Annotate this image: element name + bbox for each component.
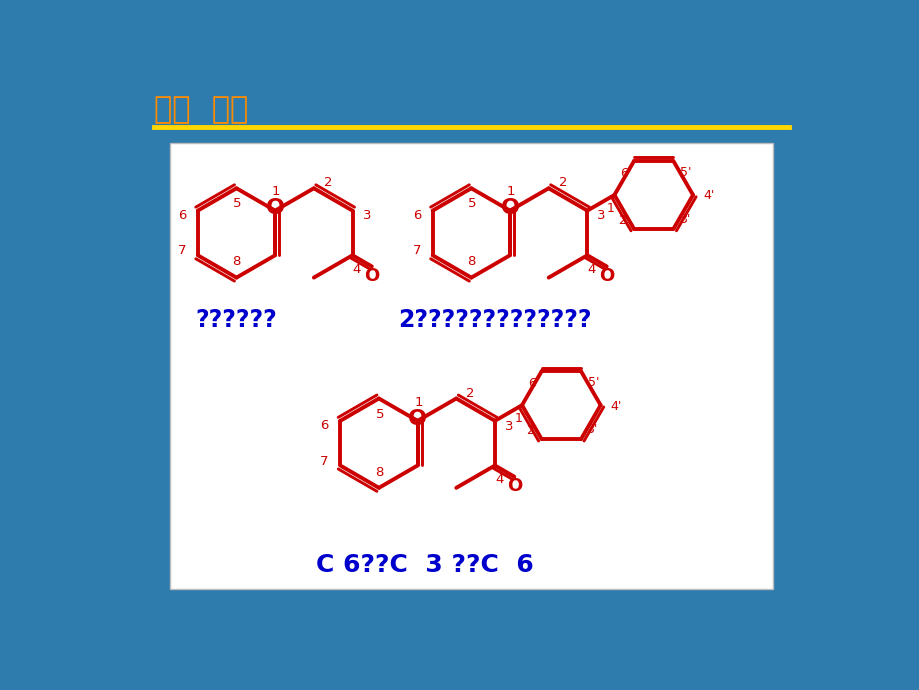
Text: 3: 3 <box>596 210 606 222</box>
Text: 2: 2 <box>323 177 332 190</box>
Text: 1: 1 <box>271 186 280 198</box>
Text: 4': 4' <box>702 189 713 202</box>
Text: 7: 7 <box>320 455 328 468</box>
Text: 6: 6 <box>413 208 421 221</box>
Text: 2': 2' <box>618 214 630 226</box>
Text: 8: 8 <box>232 255 241 268</box>
Text: 6': 6' <box>619 167 631 180</box>
Text: 8: 8 <box>374 466 382 479</box>
Text: 6: 6 <box>320 419 328 432</box>
Text: 3': 3' <box>585 423 597 436</box>
Text: 2?????????????: 2????????????? <box>397 308 591 332</box>
Text: 3: 3 <box>505 420 513 433</box>
Text: O: O <box>364 267 379 285</box>
Text: O: O <box>506 477 521 495</box>
Text: 3: 3 <box>362 210 370 222</box>
Text: O: O <box>598 267 614 285</box>
Text: 1': 1' <box>607 202 618 215</box>
Text: 5: 5 <box>375 408 383 421</box>
Text: 8: 8 <box>467 255 475 268</box>
Text: 4: 4 <box>352 263 361 276</box>
Text: 1': 1' <box>514 412 526 425</box>
FancyBboxPatch shape <box>169 143 773 589</box>
Text: 1: 1 <box>506 186 515 198</box>
Text: 5': 5' <box>679 166 691 179</box>
Text: 2': 2' <box>526 424 537 437</box>
Text: ??????: ?????? <box>196 308 278 332</box>
Text: O: O <box>500 199 519 219</box>
Text: 5': 5' <box>587 376 598 389</box>
Text: 5: 5 <box>468 197 476 210</box>
Text: O: O <box>408 408 426 428</box>
Text: 7: 7 <box>177 244 187 257</box>
Text: 2: 2 <box>558 177 567 190</box>
Text: O: O <box>266 199 284 219</box>
Text: 2: 2 <box>466 386 474 400</box>
Text: C 6??C  3 ??C  6: C 6??C 3 ??C 6 <box>316 553 534 577</box>
Text: 6': 6' <box>528 377 539 390</box>
Text: 6: 6 <box>177 208 187 221</box>
Text: 4': 4' <box>610 400 621 413</box>
Text: 4: 4 <box>587 263 596 276</box>
Text: 4: 4 <box>494 473 503 486</box>
Text: 7: 7 <box>413 244 421 257</box>
Text: 一、  概述: 一、 概述 <box>154 95 248 124</box>
Text: 3': 3' <box>678 213 689 226</box>
Text: 5: 5 <box>233 197 242 210</box>
Text: 1: 1 <box>414 395 423 408</box>
